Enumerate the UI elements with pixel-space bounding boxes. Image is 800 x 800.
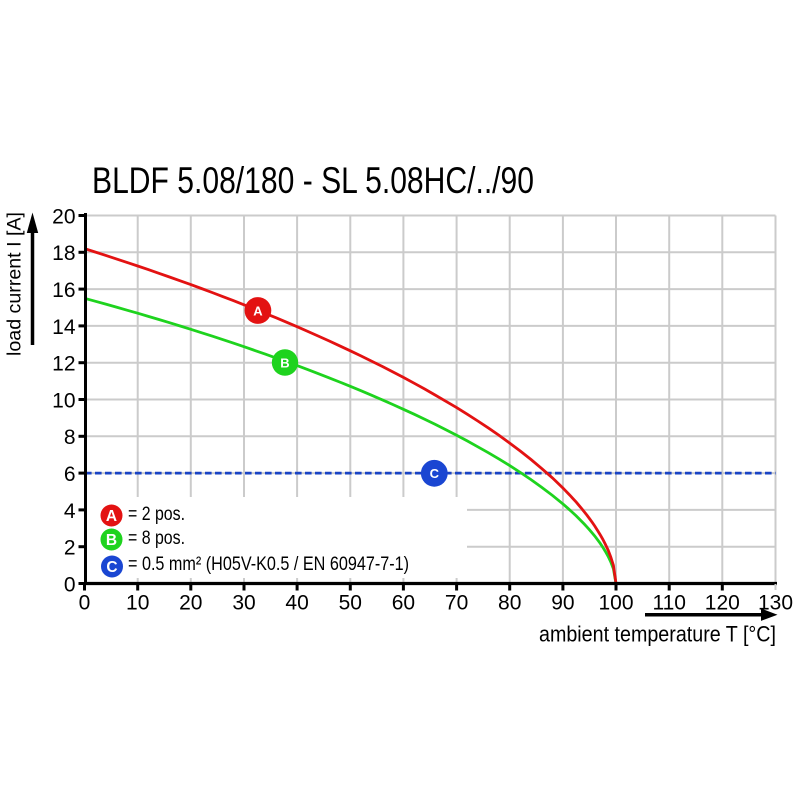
svg-text:BLDF 5.08/180 - SL 5.08HC/../9: BLDF 5.08/180 - SL 5.08HC/../90 — [92, 159, 534, 201]
svg-text:14: 14 — [52, 316, 76, 339]
svg-text:100: 100 — [598, 591, 633, 614]
svg-text:12: 12 — [52, 353, 75, 376]
svg-text:= 0.5 mm² (H05V-K0.5 / EN 6094: = 0.5 mm² (H05V-K0.5 / EN 60947-7-1) — [128, 554, 409, 575]
svg-text:2: 2 — [64, 537, 76, 560]
svg-text:70: 70 — [445, 591, 468, 614]
svg-text:30: 30 — [232, 591, 255, 614]
svg-text:10: 10 — [52, 389, 75, 412]
svg-text:C: C — [106, 559, 117, 576]
svg-text:110: 110 — [652, 591, 685, 614]
svg-text:6: 6 — [64, 463, 76, 486]
svg-text:A: A — [106, 508, 117, 525]
svg-text:90: 90 — [551, 591, 574, 614]
svg-text:20: 20 — [179, 591, 202, 614]
svg-text:load current I [A]: load current I [A] — [4, 212, 26, 356]
svg-text:120: 120 — [705, 591, 740, 614]
svg-text:60: 60 — [392, 591, 415, 614]
svg-text:B: B — [280, 355, 289, 370]
svg-text:80: 80 — [498, 591, 521, 614]
svg-text:C: C — [430, 466, 440, 481]
svg-text:20: 20 — [52, 205, 75, 228]
svg-text:B: B — [106, 532, 117, 549]
svg-text:= 8 pos.: = 8 pos. — [128, 528, 185, 549]
svg-text:= 2 pos.: = 2 pos. — [128, 504, 185, 525]
svg-text:130: 130 — [758, 591, 793, 614]
svg-text:50: 50 — [339, 591, 362, 614]
svg-text:18: 18 — [52, 242, 75, 265]
svg-text:10: 10 — [126, 591, 149, 614]
svg-text:16: 16 — [52, 279, 75, 302]
svg-text:A: A — [253, 303, 263, 318]
svg-text:4: 4 — [64, 500, 76, 523]
svg-text:0: 0 — [64, 573, 76, 596]
svg-text:ambient temperature T [°C]: ambient temperature T [°C] — [539, 622, 776, 647]
svg-text:0: 0 — [79, 591, 91, 614]
svg-text:8: 8 — [64, 426, 76, 449]
svg-text:40: 40 — [285, 591, 308, 614]
